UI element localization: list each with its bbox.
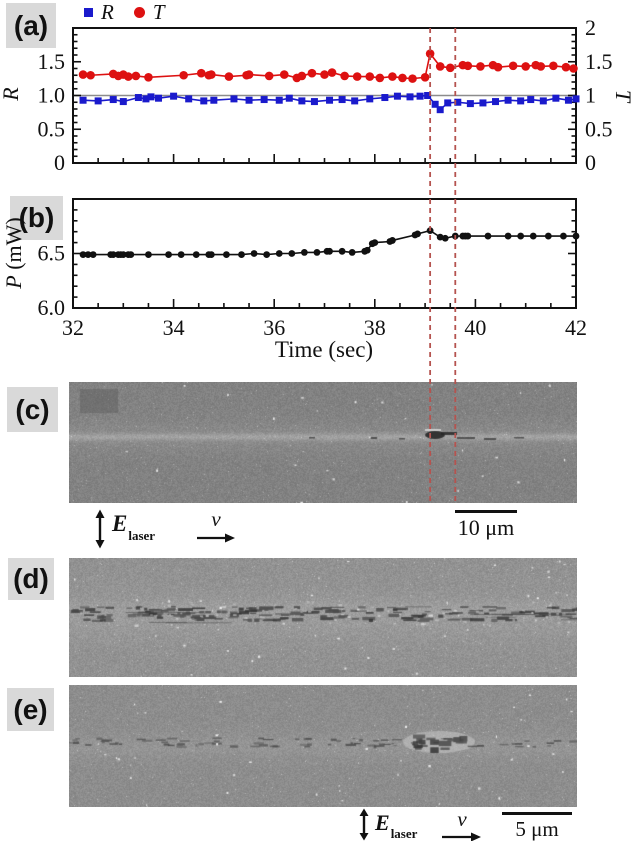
series-P [83,229,576,256]
svg-text:2: 2 [585,15,596,40]
scale-bar-line [455,510,517,513]
svg-text:42: 42 [565,315,587,340]
panel-label-c: (c) [7,387,58,432]
svg-text:32: 32 [62,315,84,340]
r-square-marker-icon [84,7,93,17]
polarization-updown-arrow-icon [359,808,369,841]
series-T [82,51,574,80]
svg-text:6.0: 6.0 [38,295,66,320]
panel-label-a: (a) [6,3,56,48]
sem-image-d [69,558,577,677]
svg-text:0.5: 0.5 [585,116,613,141]
velocity-label: v [211,507,221,531]
velocity-right-arrow-icon [442,832,481,841]
svg-text:0: 0 [585,150,596,175]
scale-bar-label: 10 μm [457,515,515,540]
svg-text:1.0: 1.0 [38,83,66,108]
velocity-right-arrow-icon [197,533,235,543]
panel-label-e: (e) [7,688,54,731]
annotation-row-e: Elaser v 5 μm [0,807,639,841]
scale-bar-line [502,812,572,815]
e-symbol: E [112,511,128,536]
polarization-updown-arrow-icon [95,509,105,549]
legend-label-t: T [152,0,165,24]
y-axis-title-t: T [611,89,636,103]
scale-bar-label: 5 μm [515,817,559,841]
velocity-label: v [457,807,467,831]
e-symbol: E [375,810,390,835]
svg-text:1: 1 [585,83,596,108]
panel-label-d: (d) [8,558,54,600]
sem-image-c [69,382,577,503]
sem-image-e [69,685,577,807]
e-laser-label: Elaser [112,511,155,542]
svg-text:34: 34 [163,315,185,340]
e-laser-label: Elaser [375,810,417,841]
svg-text:1.5: 1.5 [38,49,66,74]
series-R [83,94,577,111]
legend-label-r: R [101,0,114,24]
t-circle-marker-icon [133,6,145,18]
velocity-annotation: v [441,809,483,841]
y-axis-title-r: R [0,87,23,101]
panel-label-b: (b) [10,196,63,240]
velocity-annotation: v [196,509,236,549]
svg-text:40: 40 [464,315,486,340]
svg-text:0.5: 0.5 [38,116,66,141]
legend-item-r: R [84,0,114,24]
y-axis-title-p: P (mW) [1,217,26,289]
laser-subscript: laser [128,527,156,543]
scale-bar-10um: 10 μm [453,510,519,539]
svg-text:0: 0 [54,150,65,175]
legend: R T [84,0,165,24]
x-axis-title-time: Time (sec) [274,337,374,362]
svg-text:6.5: 6.5 [38,241,66,266]
scale-bar-5um: 5 μm [501,812,573,840]
laser-subscript: laser [390,826,418,841]
legend-item-t: T [133,0,165,24]
svg-text:1.5: 1.5 [585,49,613,74]
annotation-row-c: Elaser v 10 μm [0,503,639,558]
